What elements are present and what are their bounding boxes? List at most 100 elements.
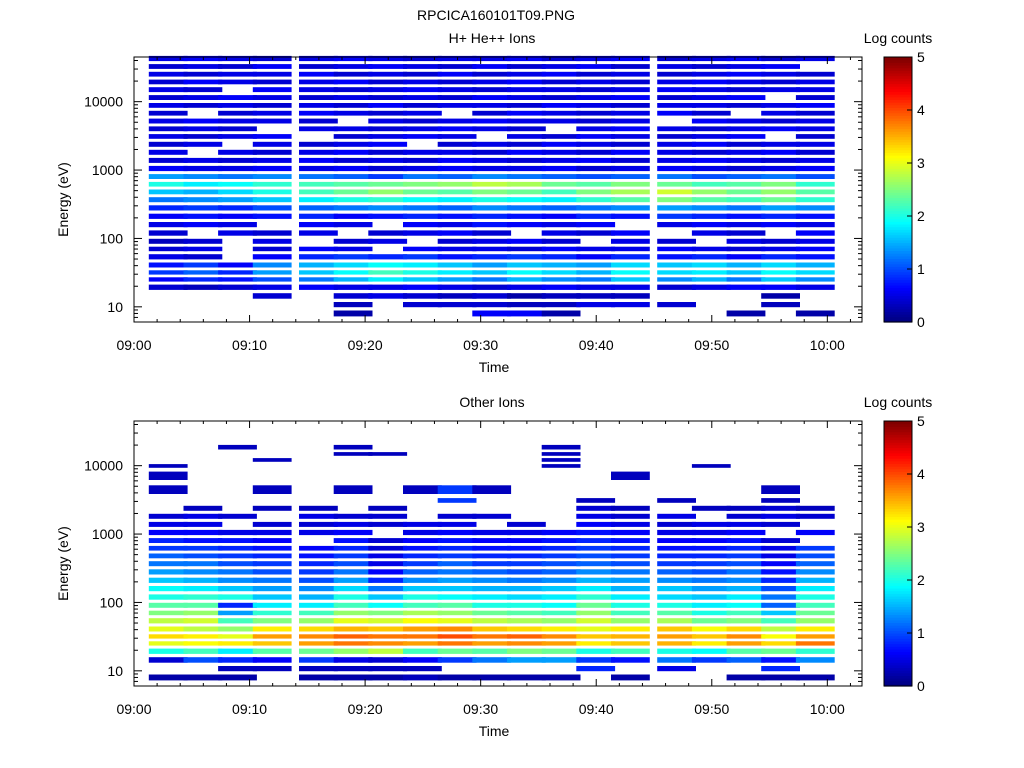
heatmap-cell	[691, 87, 731, 93]
heatmap-cell	[795, 174, 835, 179]
heatmap-cell	[576, 602, 616, 608]
heatmap-cell	[437, 230, 477, 236]
heatmap-cell	[218, 648, 257, 654]
heatmap-cell	[333, 141, 373, 147]
heatmap-cell	[795, 618, 835, 624]
heatmap-cell	[437, 674, 477, 681]
colorbar-tick-label: 1	[917, 261, 925, 277]
heatmap-cell	[437, 126, 477, 132]
heatmap-cell	[437, 118, 477, 124]
heatmap-cell	[795, 529, 835, 536]
colorbar-swatch	[884, 223, 912, 228]
heatmap-cell	[218, 513, 257, 519]
heatmap-cell	[761, 538, 800, 543]
heatmap-cell	[507, 103, 546, 108]
heatmap-cell	[403, 189, 442, 195]
heatmap-cell	[333, 284, 373, 290]
heatmap-cell	[218, 586, 257, 592]
heatmap-cell	[761, 197, 800, 203]
heatmap-cell	[183, 87, 223, 93]
colorbar-swatch	[884, 221, 912, 225]
heatmap-cell	[183, 529, 223, 536]
heatmap-cell	[252, 458, 292, 462]
heatmap-cell	[148, 134, 188, 139]
heatmap-cell	[726, 641, 766, 646]
heatmap-cell	[541, 610, 581, 616]
heatmap-cell	[795, 284, 835, 290]
heatmap-cell	[576, 293, 616, 299]
colorbar-swatch	[884, 622, 912, 626]
heatmap-cell	[403, 181, 442, 187]
heatmap-cell	[183, 174, 223, 179]
heatmap-cell	[472, 277, 512, 282]
heatmap-cell	[148, 71, 188, 77]
plot-frame	[133, 420, 863, 687]
heatmap-cell	[299, 165, 338, 172]
heatmap-cell	[507, 222, 546, 228]
heatmap-cell	[252, 213, 292, 219]
heatmap-cell	[368, 205, 408, 211]
heatmap-cell	[576, 110, 616, 116]
heatmap-cell	[437, 79, 477, 85]
heatmap-cell	[795, 157, 835, 163]
heatmap-cell	[541, 577, 581, 583]
heatmap-cell	[691, 205, 731, 211]
heatmap-cell	[183, 64, 223, 69]
heatmap-cell	[218, 561, 257, 567]
heatmap-cell	[576, 657, 616, 663]
heatmap-cell	[299, 213, 338, 219]
heatmap-cell	[472, 310, 512, 317]
heatmap-cell	[299, 529, 338, 536]
colorbar-swatch	[884, 139, 912, 143]
heatmap-cell	[611, 230, 650, 236]
heatmap-cell	[691, 79, 731, 85]
heatmap-cell	[299, 189, 338, 195]
colorbar-swatch	[884, 216, 912, 220]
heatmap-cell	[472, 302, 512, 308]
colorbar-swatch	[884, 646, 912, 650]
heatmap-cell	[183, 586, 223, 592]
heatmap-cell	[333, 205, 373, 211]
heatmap-cell	[726, 149, 766, 155]
heatmap-cell	[333, 213, 373, 219]
heatmap-cell	[795, 126, 835, 132]
heatmap-cell	[576, 254, 616, 260]
heatmap-cell	[148, 529, 188, 536]
heatmap-cell	[218, 157, 257, 163]
heatmap-cell	[472, 594, 512, 600]
heatmap-cell	[252, 648, 292, 654]
heatmap-cell	[437, 538, 477, 543]
heatmap-cell	[299, 79, 338, 85]
heatmap-cell	[541, 189, 581, 195]
heatmap-cell	[437, 87, 477, 93]
heatmap-cell	[726, 610, 766, 616]
heatmap-cell	[576, 594, 616, 600]
heatmap-cell	[252, 602, 292, 608]
heatmap-cell	[541, 141, 581, 147]
heatmap-cell	[252, 262, 292, 268]
colorbar-swatch	[884, 497, 912, 502]
colorbar-swatch	[884, 125, 912, 130]
heatmap-cell	[472, 641, 512, 646]
heatmap-cell	[437, 513, 477, 519]
heatmap-cell	[299, 141, 338, 147]
heatmap-cell	[761, 165, 800, 172]
heatmap-cell	[611, 55, 650, 62]
colorbar-swatch	[884, 431, 912, 435]
heatmap-cell	[611, 521, 650, 527]
heatmap-cells	[148, 444, 835, 681]
heatmap-cell	[541, 110, 581, 116]
colorbar-swatch	[884, 57, 912, 61]
colorbar-swatch	[884, 239, 912, 244]
heatmap-cell	[541, 634, 581, 639]
heatmap-cell	[252, 95, 292, 100]
heatmap-cell	[507, 610, 546, 616]
heatmap-cell	[368, 103, 408, 108]
colorbar-swatch	[884, 648, 912, 653]
heatmap-cell	[795, 610, 835, 616]
heatmap-cell	[368, 505, 408, 511]
heatmap-cell	[507, 110, 546, 116]
heatmap-cell	[691, 254, 731, 260]
heatmap-cell	[403, 205, 442, 211]
heatmap-cell	[252, 277, 292, 282]
